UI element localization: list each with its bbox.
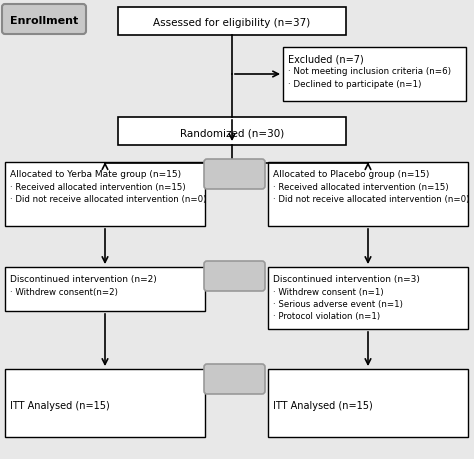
Text: ITT Analysed (n=15): ITT Analysed (n=15) [10,400,110,410]
Text: Excluded (n=7): Excluded (n=7) [288,54,364,64]
Text: · Received allocated intervention (n=15): · Received allocated intervention (n=15) [273,183,448,191]
Text: · Serious adverse event (n=1): · Serious adverse event (n=1) [273,299,403,308]
FancyBboxPatch shape [204,262,265,291]
FancyBboxPatch shape [204,160,265,190]
Text: Analysis: Analysis [210,375,259,385]
FancyBboxPatch shape [204,364,265,394]
Text: · Withdrew consent (n=1): · Withdrew consent (n=1) [273,287,383,297]
Text: · Not meeting inclusion criteria (n=6): · Not meeting inclusion criteria (n=6) [288,67,451,76]
Bar [268,268,468,329]
Bar [283,48,466,102]
Text: · Received allocated intervention (n=15): · Received allocated intervention (n=15) [10,183,186,191]
Bar [5,162,205,226]
Bar [118,118,346,146]
Bar [5,369,205,437]
Text: Allocated to Yerba Mate group (n=15): Allocated to Yerba Mate group (n=15) [10,170,181,179]
Text: Assessed for eligibility (n=37): Assessed for eligibility (n=37) [154,18,310,28]
Text: Discontinued intervention (n=2): Discontinued intervention (n=2) [10,274,157,283]
Text: · Did not receive allocated intervention (n=0): · Did not receive allocated intervention… [10,195,206,203]
Text: Enrollment: Enrollment [10,16,78,26]
Text: Allocated to Placebo group (n=15): Allocated to Placebo group (n=15) [273,170,429,179]
Bar [268,162,468,226]
Bar [118,8,346,36]
Text: · Withdrew consent(n=2): · Withdrew consent(n=2) [10,287,118,297]
Text: Randomized (n=30): Randomized (n=30) [180,128,284,138]
FancyBboxPatch shape [2,5,86,35]
Bar [5,268,205,311]
Text: · Declined to participate (n=1): · Declined to participate (n=1) [288,80,421,89]
Text: · Protocol violation (n=1): · Protocol violation (n=1) [273,311,380,320]
Bar [268,369,468,437]
Text: Discontinued intervention (n=3): Discontinued intervention (n=3) [273,274,420,283]
Text: Allocation: Allocation [205,171,264,180]
Text: ITT Analysed (n=15): ITT Analysed (n=15) [273,400,373,410]
Text: Follow-up: Follow-up [206,272,263,282]
Text: · Did not receive allocated intervention (n=0): · Did not receive allocated intervention… [273,195,469,203]
